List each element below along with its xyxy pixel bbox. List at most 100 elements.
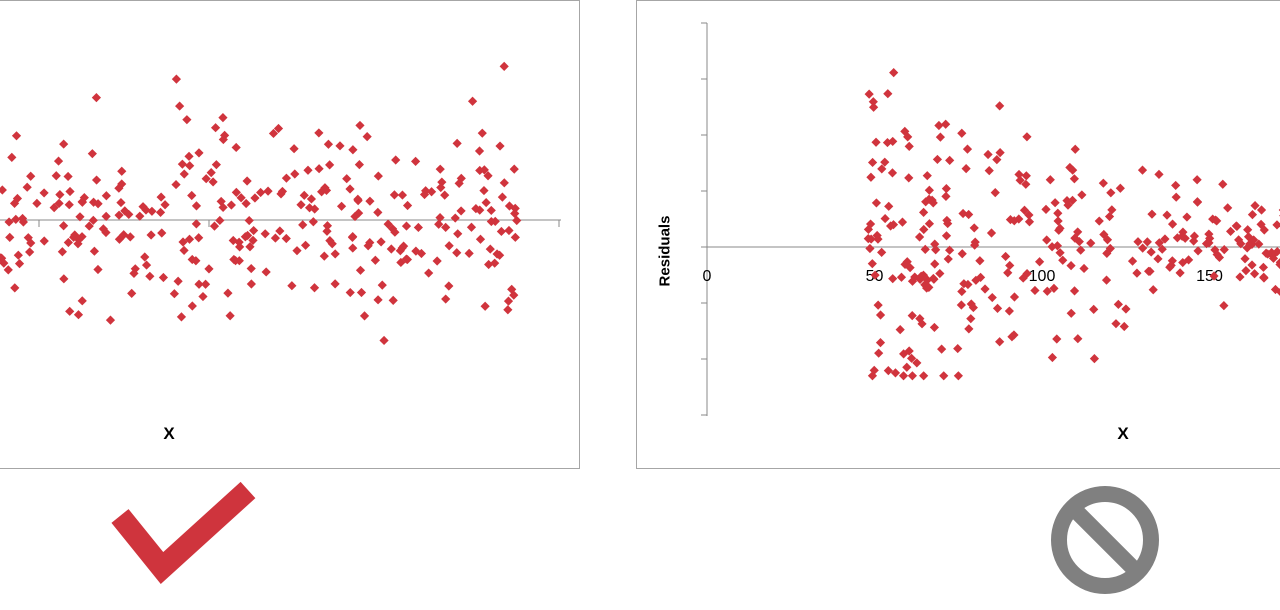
data-point (995, 148, 1005, 158)
data-point (363, 241, 373, 251)
data-point (260, 229, 270, 239)
data-point (215, 215, 225, 226)
data-point (0, 253, 7, 263)
data-point (953, 343, 963, 354)
data-point (0, 185, 7, 195)
data-point (441, 294, 451, 304)
data-point (355, 265, 366, 275)
data-point (1014, 214, 1024, 224)
data-point (93, 199, 103, 209)
data-point (1049, 283, 1059, 293)
data-point (184, 151, 194, 161)
checkmark-icon (108, 478, 268, 593)
data-point (13, 250, 23, 260)
data-point (1148, 285, 1158, 295)
data-point (961, 164, 971, 174)
data-point (355, 120, 365, 131)
data-point (450, 213, 460, 223)
data-point (1113, 299, 1123, 309)
data-point (1066, 308, 1076, 318)
data-point (25, 247, 35, 257)
data-point (1073, 334, 1083, 344)
data-point (26, 171, 36, 181)
data-point (175, 101, 185, 111)
data-point (353, 196, 363, 206)
data-point (480, 301, 490, 311)
data-point (397, 190, 408, 200)
data-point (1074, 236, 1084, 247)
data-point (941, 191, 951, 201)
data-point (391, 155, 401, 165)
data-point (969, 223, 979, 233)
data-point (1094, 216, 1104, 226)
data-point (308, 217, 318, 227)
data-point (191, 256, 201, 266)
data-point (65, 186, 75, 197)
data-point (1067, 195, 1078, 206)
data-point (53, 156, 64, 166)
data-point (889, 67, 899, 78)
data-point (114, 234, 125, 244)
data-point (934, 120, 944, 131)
data-point (1256, 205, 1267, 215)
data-point (1241, 266, 1251, 276)
data-point (179, 169, 189, 179)
data-point (992, 303, 1003, 313)
data-point (275, 226, 285, 236)
data-point (1153, 254, 1163, 264)
data-point (475, 234, 486, 244)
data-point (246, 263, 256, 274)
data-point (362, 132, 372, 142)
data-point (441, 222, 451, 232)
data-point (928, 273, 938, 284)
data-point (79, 193, 89, 203)
data-point (897, 217, 908, 227)
data-point (887, 168, 898, 178)
data-point (287, 281, 297, 291)
y-axis-label-wrap: Residuals (655, 211, 675, 291)
data-point (477, 128, 487, 138)
data-point (877, 247, 887, 257)
data-point (1105, 243, 1115, 254)
data-point (383, 219, 393, 229)
data-point (1259, 273, 1269, 283)
data-point (235, 242, 245, 252)
data-point (929, 322, 940, 333)
data-point (1182, 212, 1192, 222)
data-point (992, 155, 1002, 165)
data-point (65, 306, 75, 316)
data-point (888, 274, 898, 284)
residual-plot-bad: 050100150 Residuals X (636, 0, 1280, 469)
data-point (1045, 175, 1055, 185)
data-point (984, 166, 994, 176)
data-point (1021, 179, 1031, 189)
data-point (1047, 352, 1058, 363)
data-point (379, 335, 389, 346)
data-point (242, 230, 253, 241)
data-point (435, 212, 445, 223)
data-point (5, 232, 15, 242)
data-point (323, 139, 334, 149)
data-point (114, 210, 124, 220)
data-point (874, 348, 884, 358)
data-point (410, 156, 421, 166)
data-point (1018, 273, 1028, 283)
data-point (14, 259, 25, 269)
data-point (198, 291, 208, 302)
data-point (964, 324, 974, 334)
data-point (1247, 210, 1258, 220)
data-point (486, 205, 496, 216)
data-point (902, 362, 912, 372)
data-point (956, 300, 966, 310)
data-point (1250, 200, 1260, 211)
data-point (435, 164, 445, 174)
data-point (957, 286, 967, 297)
data-point (907, 276, 918, 286)
data-point (322, 226, 332, 236)
data-point (191, 201, 202, 211)
data-point (250, 193, 260, 203)
data-point (179, 245, 189, 256)
data-point (914, 232, 925, 242)
data-point (931, 245, 941, 255)
data-point (921, 197, 931, 207)
